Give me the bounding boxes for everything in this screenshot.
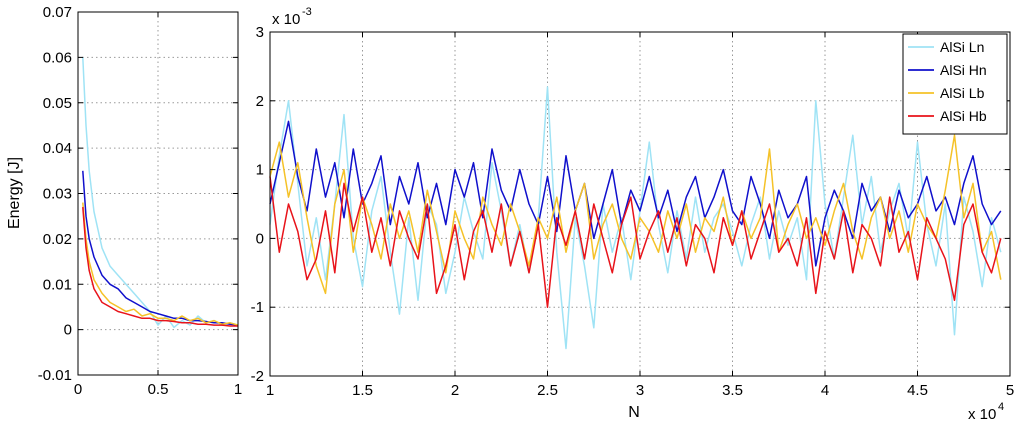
left-grid xyxy=(78,12,238,375)
p1-ytick-label: 0.07 xyxy=(43,4,72,21)
p2-xtick-label: 1.5 xyxy=(352,382,373,399)
y-exponent-power: -3 xyxy=(302,6,312,18)
p2-xtick-label: 2 xyxy=(451,382,459,399)
left-series xyxy=(82,57,239,329)
p2-xtick-label: 5 xyxy=(1006,382,1014,399)
series-line-lb xyxy=(82,202,239,326)
legend-label-hb: AlSi Hb xyxy=(940,108,987,124)
right-x-axis-label: N xyxy=(628,404,640,421)
p1-ytick-label: 0.05 xyxy=(43,95,72,112)
series-line-lb xyxy=(269,134,1002,295)
right-ticks: 1 1.5 2 2.5 3 3.5 4 4.5 5 -2 -1 0 1 2 3 xyxy=(251,24,1015,399)
legend-label-hn: AlSi Hn xyxy=(940,62,987,78)
x-exponent: x 10 4 xyxy=(968,401,1004,423)
p2-xtick-label: 2.5 xyxy=(537,382,558,399)
p1-ytick-label: 0.03 xyxy=(43,186,72,203)
p1-xtick-label: 0 xyxy=(74,381,82,398)
legend-label-lb: AlSi Lb xyxy=(940,85,985,101)
series-line-hb xyxy=(82,207,238,327)
p1-ytick-label: 0.04 xyxy=(43,140,72,157)
p1-ytick-label: -0.01 xyxy=(38,367,72,384)
p2-xtick-label: 1 xyxy=(266,382,274,399)
y-exponent-base: x 10 xyxy=(272,11,300,28)
legend-box xyxy=(902,33,1008,135)
legend-label-ln: AlSi Ln xyxy=(940,39,984,55)
left-energy-plot: 0 0.5 1-0.0100.010.020.030.040.050.060.07 … xyxy=(6,4,242,398)
p2-ytick-label: 1 xyxy=(256,162,264,179)
p2-ytick-label: 3 xyxy=(256,24,264,41)
p1-ytick-label: 0.02 xyxy=(43,231,72,248)
right-deviation-plot: 1 1.5 2 2.5 3 3.5 4 4.5 5 -2 -1 0 1 2 3 N x 10 -3 x 10… xyxy=(251,6,1015,423)
series-line-ln xyxy=(269,86,1002,350)
p2-xtick-label: 3.5 xyxy=(722,382,743,399)
p1-ytick-label: 0.01 xyxy=(43,276,72,293)
x-exponent-base: x 10 xyxy=(968,406,996,423)
x-exponent-power: 4 xyxy=(998,401,1004,413)
left-y-axis-label: Energy [J] xyxy=(6,157,23,229)
p1-xtick-label: 0.5 xyxy=(148,381,169,398)
p2-xtick-label: 4 xyxy=(821,382,829,399)
series-line-hb xyxy=(269,176,1002,308)
p2-xtick-label: 3 xyxy=(636,382,644,399)
p2-ytick-label: 2 xyxy=(256,93,264,110)
p2-ytick-label: -1 xyxy=(251,299,264,316)
p2-ytick-label: -2 xyxy=(251,368,264,385)
p1-ytick-label: 0 xyxy=(64,322,72,339)
p2-ytick-label: 0 xyxy=(256,230,264,247)
y-exponent: x 10 -3 xyxy=(272,6,312,28)
right-series xyxy=(269,86,1002,350)
p2-xtick-label: 4.5 xyxy=(907,382,928,399)
p1-ytick-label: 0.06 xyxy=(43,49,72,66)
p1-xtick-label: 1 xyxy=(234,381,242,398)
legend: AlSi Ln AlSi Hn AlSi Lb AlSi Hb xyxy=(902,33,1008,135)
